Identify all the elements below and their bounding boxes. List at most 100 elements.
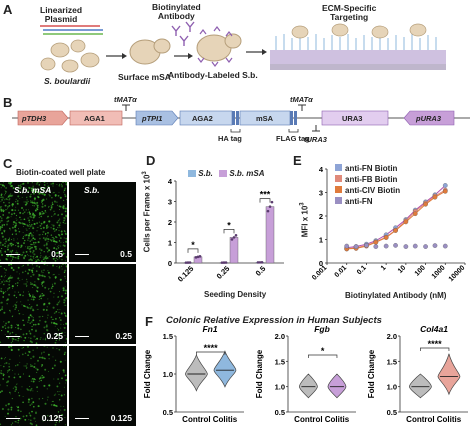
x-tick-label: Control <box>406 415 434 424</box>
data-point <box>383 235 389 240</box>
ecm-tissue-icon <box>270 23 446 70</box>
y-tick-label: 1.0 <box>275 383 285 392</box>
antibody-labeled-label: Antibody-Labeled S.b. <box>168 70 258 80</box>
significance-label: * <box>227 220 231 230</box>
y-tick-label: 2 <box>319 212 323 221</box>
data-point <box>393 243 398 248</box>
data-point <box>188 261 192 264</box>
micrograph-sb-0.5: 0.5 <box>69 182 136 262</box>
panel-c-title: Biotin-coated well plate <box>16 168 106 177</box>
ha-tag-label: HA tag <box>218 134 242 143</box>
micrograph-sb-0.125: 0.125 <box>69 346 136 426</box>
segment-label-aga2: AGA2 <box>192 114 213 123</box>
tura3-label: tURA3 <box>304 135 327 144</box>
segment-label-aga1: AGA1 <box>84 114 105 123</box>
y-tick-label: 2.0 <box>275 332 285 341</box>
y-tick-label: 3 <box>168 198 172 207</box>
segment-ptpi1 <box>135 110 179 126</box>
data-point <box>344 243 350 249</box>
panel-f-title: Colonic Relative Expression in Human Sub… <box>166 315 382 326</box>
data-point <box>186 261 190 264</box>
data-point <box>258 261 262 264</box>
panel-e: 0 1 2 3 4 0.001 0.01 0.1 1 10 100 1000 10000 Biotiny… <box>293 155 474 305</box>
data-point <box>442 188 448 194</box>
legend-anti-civ-biotin: anti-CIV Biotin <box>345 186 401 195</box>
y-tick-label: 0.5 <box>387 408 397 417</box>
data-point <box>442 243 448 249</box>
data-point <box>224 261 228 264</box>
significance-bracket <box>420 347 450 351</box>
y-tick-label: 1.0 <box>163 370 173 379</box>
data-point <box>353 244 359 249</box>
y-tick-label: 0.5 <box>275 408 285 417</box>
x-tick-label: Colitis <box>437 415 462 424</box>
density-label: 0.25 <box>46 331 63 341</box>
data-point <box>222 261 226 264</box>
chart-d-ylabel: Cells per Frame x 103 <box>141 171 152 253</box>
data-point <box>432 194 438 200</box>
data-point <box>234 234 238 237</box>
panel-letter-b: B <box>3 95 13 110</box>
chart-d-legend: S.b. S.b. mSA <box>188 169 265 178</box>
violin-title: Fn1 <box>202 324 217 334</box>
y-tick-label: 0 <box>319 259 323 268</box>
x-tick-label: 0.1 <box>356 264 368 276</box>
legend-anti-fn-biotin: anti-FN Biotin <box>345 164 398 173</box>
significance-bracket <box>259 198 271 203</box>
tmata-label-2: tMATα <box>290 95 313 104</box>
data-point <box>403 219 409 225</box>
segment-aga1 <box>69 110 123 126</box>
antibody-icons <box>171 21 195 46</box>
violin-ylabel: Fold Change <box>143 349 152 398</box>
legend-swatch-sb <box>188 170 196 178</box>
data-point <box>383 243 389 249</box>
panel-letter-f: F <box>145 314 153 329</box>
violin-control <box>409 373 432 399</box>
significance-bracket <box>223 229 235 234</box>
significance-bracket <box>308 354 338 358</box>
data-point <box>432 243 438 248</box>
chart-e-ylabel: MFI x 103 <box>299 202 310 238</box>
x-tick-label: 0.001 <box>311 264 328 281</box>
x-tick-label: 1 <box>380 264 388 272</box>
violin-ylabel: Fold Change <box>367 349 376 398</box>
density-label: 0.125 <box>41 413 63 423</box>
legend-label-sb: S.b. <box>198 169 213 178</box>
data-point <box>442 183 448 188</box>
data-point <box>373 239 379 245</box>
segment-label-ura3: URA3 <box>342 114 363 123</box>
segment-ptdh3 <box>17 110 69 126</box>
density-label: 0.5 <box>51 249 63 259</box>
segment-label-ptpi1: pTPI1 <box>142 114 163 123</box>
data-point <box>220 261 224 264</box>
violin-ylabel: Fold Change <box>255 349 264 398</box>
segment-pura3 <box>403 110 455 126</box>
x-tick-label: 1000 <box>431 264 447 280</box>
data-point <box>198 255 202 258</box>
panel-letter-a: A <box>3 2 13 17</box>
micrograph-sb-0.25: 0.25 <box>69 264 136 344</box>
data-point <box>412 243 418 249</box>
panel-letter-c: C <box>3 156 13 171</box>
significance-label: * <box>321 346 325 356</box>
msa-cell-icon <box>129 38 171 65</box>
density-label: 0.5 <box>120 249 132 259</box>
y-tick-label: 1 <box>168 239 172 248</box>
panel-c: Biotin-coated well plate S.b. mSA S.b. 0… <box>0 155 140 440</box>
violin-control <box>299 373 318 399</box>
data-point <box>196 255 200 259</box>
segment-label-pura3: pURA3 <box>416 114 442 123</box>
legend-label-sbmsa: S.b. mSA <box>229 169 265 178</box>
violin-title: Fgb <box>314 324 330 334</box>
data-point <box>260 261 264 264</box>
panel-d: 0 1 2 3 4 0.125 * 0.25 * 0.5 *** Seeding Density C… <box>142 155 292 305</box>
x-tick-label: 0.5 <box>254 264 268 278</box>
y-tick-label: 1 <box>319 236 323 245</box>
data-point <box>423 244 428 249</box>
legend-anti-fn: anti-FN <box>345 197 373 206</box>
micrograph-sbmsa-0.25: 0.25 <box>0 264 67 344</box>
segment-label-ptdh3: pTDH3 <box>22 114 47 123</box>
significance-label: *** <box>260 190 271 200</box>
bar-chart-d: 0 1 2 3 4 0.125 * 0.25 * 0.5 *** <box>168 177 284 284</box>
